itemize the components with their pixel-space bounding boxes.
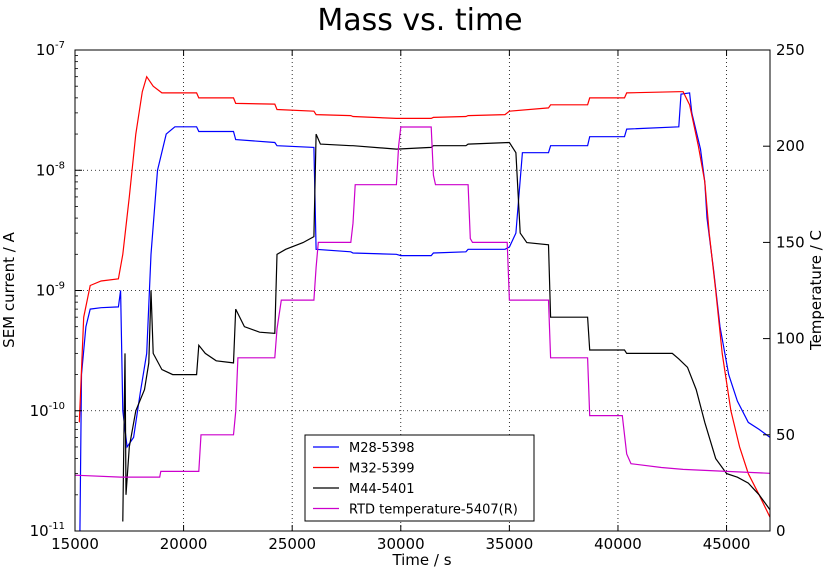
y-left-tick-label: 10-8 bbox=[36, 160, 65, 179]
y-axis-label-left: SEM current / A bbox=[0, 231, 18, 347]
x-tick-label: 40000 bbox=[594, 535, 642, 553]
y-axis-right: 0 50 100 150 200 250 bbox=[763, 41, 805, 540]
chart-title: Mass vs. time bbox=[317, 3, 522, 38]
y-left-tick-label: 10-11 bbox=[30, 521, 65, 540]
series-line-m28-5398 bbox=[79, 92, 770, 531]
legend-label: M44-5401 bbox=[349, 482, 415, 497]
legend-label: M28-5398 bbox=[349, 441, 415, 456]
y-right-tick-label: 200 bbox=[776, 137, 805, 155]
legend-label: M32-5399 bbox=[349, 462, 415, 477]
y-right-tick-label: 50 bbox=[776, 426, 795, 444]
series-group bbox=[75, 75, 770, 531]
y-right-tick-label: 0 bbox=[776, 522, 786, 540]
series-line-rtd-temperature-5407-r bbox=[75, 126, 770, 478]
y-left-tick-label: 10-7 bbox=[36, 40, 65, 59]
y-right-tick-label: 250 bbox=[776, 41, 805, 59]
x-tick-label: 35000 bbox=[486, 535, 534, 553]
legend: M28-5398 M32-5399 M44-5401 RTD temperature-… bbox=[304, 434, 535, 522]
y-right-tick-label: 150 bbox=[776, 233, 805, 251]
x-axis-label: Time / s bbox=[391, 551, 451, 569]
x-tick-label: 20000 bbox=[160, 535, 208, 553]
x-tick-label: 25000 bbox=[268, 535, 316, 553]
legend-box bbox=[304, 434, 535, 522]
legend-label: RTD temperature-5407(R) bbox=[349, 503, 518, 518]
y-axis-left: 10-11 10-10 10-9 10-8 10-7 bbox=[30, 40, 82, 540]
x-tick-label: 45000 bbox=[703, 535, 751, 553]
y-left-tick-label: 10-9 bbox=[36, 281, 65, 300]
y-right-tick-label: 100 bbox=[776, 330, 805, 348]
y-axis-label-right: Temperature / C bbox=[807, 230, 825, 351]
y-left-tick-label: 10-10 bbox=[30, 401, 65, 420]
x-tick-label: 30000 bbox=[377, 535, 425, 553]
series-line-m32-5399 bbox=[78, 75, 770, 518]
series-line-m44-5401 bbox=[122, 133, 770, 522]
x-axis: 15000 20000 25000 30000 35000 40000 45000 bbox=[51, 50, 750, 553]
x-tick-label: 15000 bbox=[51, 535, 99, 553]
